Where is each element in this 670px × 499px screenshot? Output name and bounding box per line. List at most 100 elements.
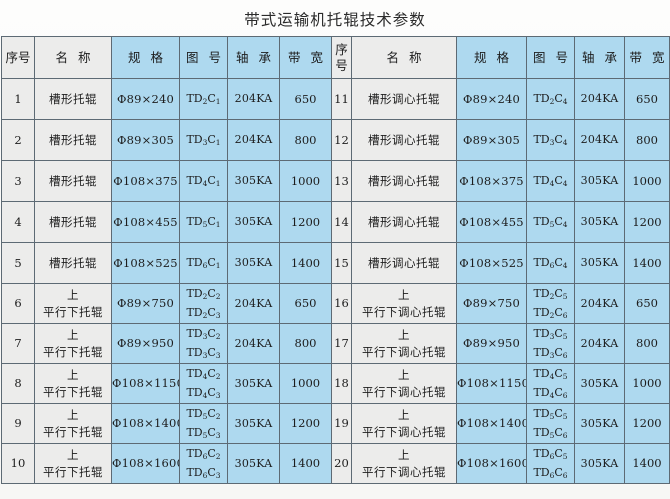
cell-seq_r: 16	[331, 283, 352, 324]
cell-code_l: TD2C2 TD2C3	[179, 283, 228, 324]
cell-bear_r: 305KA	[574, 443, 625, 484]
cell-name_r: 上平行下调心托辊	[351, 363, 457, 404]
cell-seq_l: 4	[1, 201, 35, 243]
cell-spec_l: Φ89×750	[111, 283, 180, 324]
cell-code_r: TD6C5 TD6C6	[526, 443, 575, 484]
cell-bear_r: 305KA	[574, 201, 625, 243]
header-row: 序号名 称规 格图 号轴 承带 宽序号名 称规 格图 号轴 承带 宽	[1, 36, 670, 79]
column-header-seq_r: 序号	[331, 36, 352, 79]
cell-width_r: 1000	[624, 363, 670, 404]
cell-seq_l: 3	[1, 160, 35, 202]
cell-name_r: 槽形调心托辊	[351, 160, 457, 202]
column-header-bear_r: 轴 承	[574, 36, 625, 79]
cell-seq_r: 17	[331, 323, 352, 364]
cell-name_l: 槽形托辊	[34, 242, 112, 284]
cell-code_r: TD3C5 TD3C6	[526, 323, 575, 364]
table-row: 9 上平行下托辊 Φ108×1400 TD5C2 TD5C3 305KA 1200 19 上平行…	[1, 403, 670, 444]
cell-spec_l: Φ89×240	[111, 78, 180, 120]
cell-spec_r: Φ89×950	[456, 323, 527, 364]
cell-bear_l: 305KA	[227, 201, 280, 243]
cell-bear_l: 204KA	[227, 78, 280, 120]
table-row: 1 槽形托辊 Φ89×240 TD2C1 204KA 650 11 槽形调心托辊 Φ89×240…	[1, 78, 670, 120]
cell-code_l: TD4C2 TD4C3	[179, 363, 228, 404]
cell-name_r: 上平行下调心托辊	[351, 403, 457, 444]
cell-code_r: TD4C4	[526, 160, 575, 202]
cell-bear_l: 305KA	[227, 242, 280, 284]
cell-spec_r: Φ89×305	[456, 119, 527, 161]
cell-bear_r: 204KA	[574, 323, 625, 364]
cell-name_l: 槽形托辊	[34, 201, 112, 243]
cell-spec_l: Φ108×1600	[111, 443, 180, 484]
cell-spec_l: Φ108×525	[111, 242, 180, 284]
column-header-name_l: 名 称	[34, 36, 112, 79]
cell-spec_l: Φ89×305	[111, 119, 180, 161]
cell-name_l: 上平行下托辊	[34, 403, 112, 444]
cell-bear_r: 305KA	[574, 160, 625, 202]
cell-name_l: 槽形托辊	[34, 119, 112, 161]
cell-spec_l: Φ108×1400	[111, 403, 180, 444]
cell-width_r: 1000	[624, 160, 670, 202]
cell-spec_l: Φ108×375	[111, 160, 180, 202]
table-row: 6 上平行下托辊 Φ89×750 TD2C2 TD2C3 204KA 650 16 上平行下调心…	[1, 283, 670, 324]
cell-bear_r: 204KA	[574, 119, 625, 161]
cell-bear_l: 305KA	[227, 443, 280, 484]
cell-name_r: 上平行下调心托辊	[351, 323, 457, 364]
page-title: 带式运输机托辊技术参数	[244, 11, 426, 29]
cell-name_l: 槽形托辊	[34, 78, 112, 120]
cell-seq_l: 8	[1, 363, 35, 404]
cell-spec_r: Φ108×455	[456, 201, 527, 243]
cell-code_l: TD5C2 TD5C3	[179, 403, 228, 444]
cell-name_r: 槽形调心托辊	[351, 201, 457, 243]
cell-name_l: 槽形托辊	[34, 160, 112, 202]
cell-seq_l: 1	[1, 78, 35, 120]
cell-bear_l: 305KA	[227, 403, 280, 444]
table-header: 序号名 称规 格图 号轴 承带 宽序号名 称规 格图 号轴 承带 宽	[1, 36, 670, 79]
cell-seq_l: 7	[1, 323, 35, 364]
cell-spec_l: Φ89×950	[111, 323, 180, 364]
cell-name_r: 槽形调心托辊	[351, 119, 457, 161]
cell-bear_r: 204KA	[574, 283, 625, 324]
cell-width_r: 1400	[624, 242, 670, 284]
cell-width_r: 650	[624, 283, 670, 324]
cell-name_r: 槽形调心托辊	[351, 78, 457, 120]
table-row: 8 上平行下托辊 Φ108×1150 TD4C2 TD4C3 305KA 1000 18 上平行…	[1, 363, 670, 404]
column-header-bear_l: 轴 承	[227, 36, 280, 79]
cell-seq_l: 9	[1, 403, 35, 444]
cell-seq_l: 2	[1, 119, 35, 161]
table-row: 2 槽形托辊 Φ89×305 TD3C1 204KA 800 12 槽形调心托辊 Φ89×305…	[1, 119, 670, 161]
cell-spec_r: Φ89×750	[456, 283, 527, 324]
cell-seq_r: 11	[331, 78, 352, 120]
cell-width_l: 1200	[279, 403, 332, 444]
cell-code_r: TD3C4	[526, 119, 575, 161]
cell-spec_l: Φ108×455	[111, 201, 180, 243]
table-row: 7 上平行下托辊 Φ89×950 TD3C2 TD3C3 204KA 800 17 上平行下调心…	[1, 323, 670, 364]
column-header-spec_l: 规 格	[111, 36, 180, 79]
cell-bear_r: 305KA	[574, 403, 625, 444]
column-header-seq_l: 序号	[1, 36, 35, 79]
cell-width_r: 800	[624, 323, 670, 364]
cell-bear_l: 305KA	[227, 363, 280, 404]
cell-bear_r: 305KA	[574, 363, 625, 404]
cell-bear_l: 204KA	[227, 119, 280, 161]
cell-seq_r: 14	[331, 201, 352, 243]
cell-name_r: 上平行下调心托辊	[351, 283, 457, 324]
column-header-width_r: 带 宽	[624, 36, 670, 79]
cell-width_l: 1000	[279, 160, 332, 202]
cell-code_r: TD5C5 TD5C6	[526, 403, 575, 444]
cell-code_r: TD6C4	[526, 242, 575, 284]
cell-bear_l: 204KA	[227, 323, 280, 364]
cell-spec_r: Φ89×240	[456, 78, 527, 120]
cell-name_l: 上平行下托辊	[34, 443, 112, 484]
table-row: 3 槽形托辊 Φ108×375 TD4C1 305KA 1000 13 槽形调心托辊 Φ108×…	[1, 160, 670, 202]
cell-code_r: TD4C5 TD4C6	[526, 363, 575, 404]
cell-name_r: 上平行下调心托辊	[351, 443, 457, 484]
cell-code_l: TD4C1	[179, 160, 228, 202]
cell-bear_l: 204KA	[227, 283, 280, 324]
cell-spec_l: Φ108×1150	[111, 363, 180, 404]
table-row: 4 槽形托辊 Φ108×455 TD5C1 305KA 1200 14 槽形调心托辊 Φ108×…	[1, 201, 670, 243]
cell-width_l: 650	[279, 78, 332, 120]
column-header-spec_r: 规 格	[456, 36, 527, 79]
cell-name_l: 上平行下托辊	[34, 323, 112, 364]
cell-width_l: 1400	[279, 242, 332, 284]
